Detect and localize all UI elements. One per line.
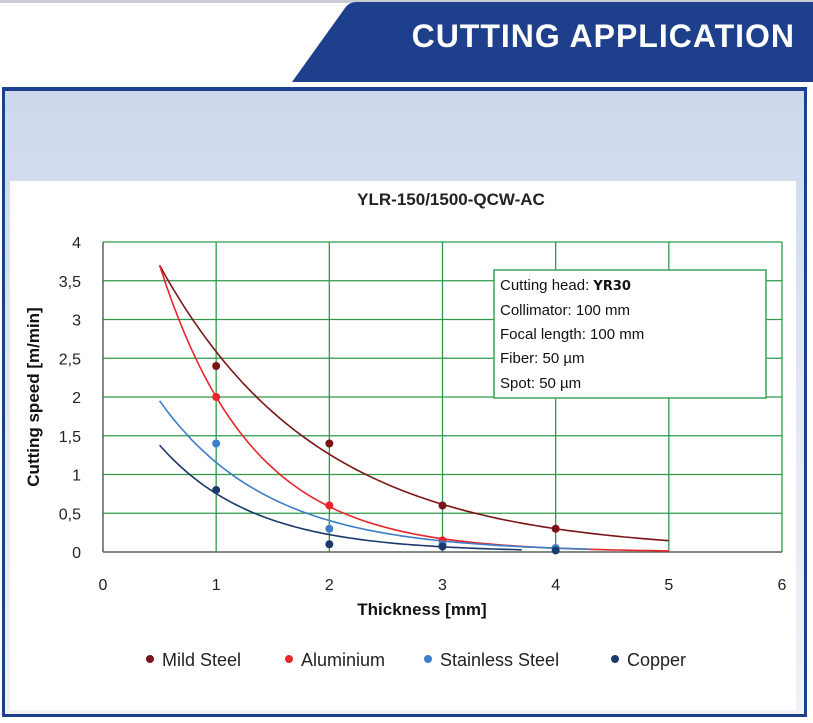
y-tick-label: 2	[72, 390, 81, 407]
info-box-border	[493, 269, 767, 399]
x-tick-labels: 0 1 2 3 4 5 6	[99, 577, 787, 594]
data-point-copper	[438, 542, 447, 551]
trendline-copper	[159, 444, 522, 551]
trendline-mild-steel	[158, 264, 669, 542]
header-banner	[292, 2, 813, 82]
bottom-rule	[0, 717, 813, 723]
top-rule	[0, 0, 813, 3]
y-tick-labels: 0 0,5 1 1,5 2 2,5 3 3,5 4	[59, 235, 81, 562]
x-tick-label: 1	[212, 577, 221, 594]
y-tick-label: 1,5	[59, 429, 81, 446]
legend-label: Mild Steel	[162, 650, 241, 670]
info-box: Cutting head: YR30 Collimator: 100 mm Fo…	[493, 269, 767, 399]
page-title: CUTTING APPLICATION	[411, 18, 795, 54]
y-tick-label: 2,5	[59, 351, 81, 368]
legend-marker	[285, 655, 293, 663]
info-line-2: Focal length: 100 mm	[500, 326, 644, 343]
y-tick-label: 4	[72, 235, 81, 252]
legend: Mild Steel Aluminium Stainless Steel Copper	[146, 650, 686, 670]
legend-marker	[424, 655, 432, 663]
chart-panel	[10, 181, 796, 710]
info-line-3: Fiber: 50 µm	[500, 350, 585, 367]
legend-label: Aluminium	[301, 650, 385, 670]
data-point-mild-steel	[551, 524, 560, 533]
y-tick-label: 0	[72, 545, 81, 562]
legend-label: Copper	[627, 650, 686, 670]
x-tick-label: 0	[99, 577, 108, 594]
y-tick-label: 0,5	[59, 506, 81, 523]
x-tick-label: 6	[778, 577, 787, 594]
legend-label: Stainless Steel	[440, 650, 559, 670]
info-line-4: Spot: 50 µm	[500, 375, 581, 392]
y-axis-label: Cutting speed [m/min]	[24, 307, 43, 486]
y-tick-label: 1	[72, 468, 81, 485]
chart-title: YLR-150/1500-QCW-AC	[357, 190, 545, 209]
info-line-head: Cutting head: YR30	[500, 277, 631, 294]
x-tick-label: 2	[325, 577, 334, 594]
data-point-copper	[551, 546, 560, 555]
data-point-mild-steel	[325, 439, 334, 448]
y-tick-label: 3,5	[59, 274, 81, 291]
data-points	[212, 362, 560, 555]
data-point-copper	[212, 486, 221, 494]
y-tick-label: 3	[72, 313, 81, 330]
data-point-aluminium	[325, 501, 334, 510]
data-point-aluminium	[212, 393, 221, 401]
info-head-value: YR30	[592, 279, 631, 294]
x-tick-label: 5	[664, 577, 673, 594]
trendline-stainless-steel	[158, 400, 590, 550]
info-head-label: Cutting head:	[500, 277, 593, 294]
data-point-copper	[325, 540, 334, 549]
trendlines	[158, 264, 669, 552]
legend-marker	[611, 655, 619, 663]
x-tick-label: 3	[438, 577, 447, 594]
legend-marker	[146, 655, 154, 663]
data-point-mild-steel	[212, 362, 221, 370]
x-tick-label: 4	[551, 577, 560, 594]
data-point-stainless-steel	[212, 439, 221, 448]
x-axis-label: Thickness [mm]	[357, 600, 486, 619]
data-point-stainless-steel	[325, 524, 334, 533]
info-line-1: Collimator: 100 mm	[500, 302, 630, 319]
data-point-mild-steel	[438, 501, 447, 510]
